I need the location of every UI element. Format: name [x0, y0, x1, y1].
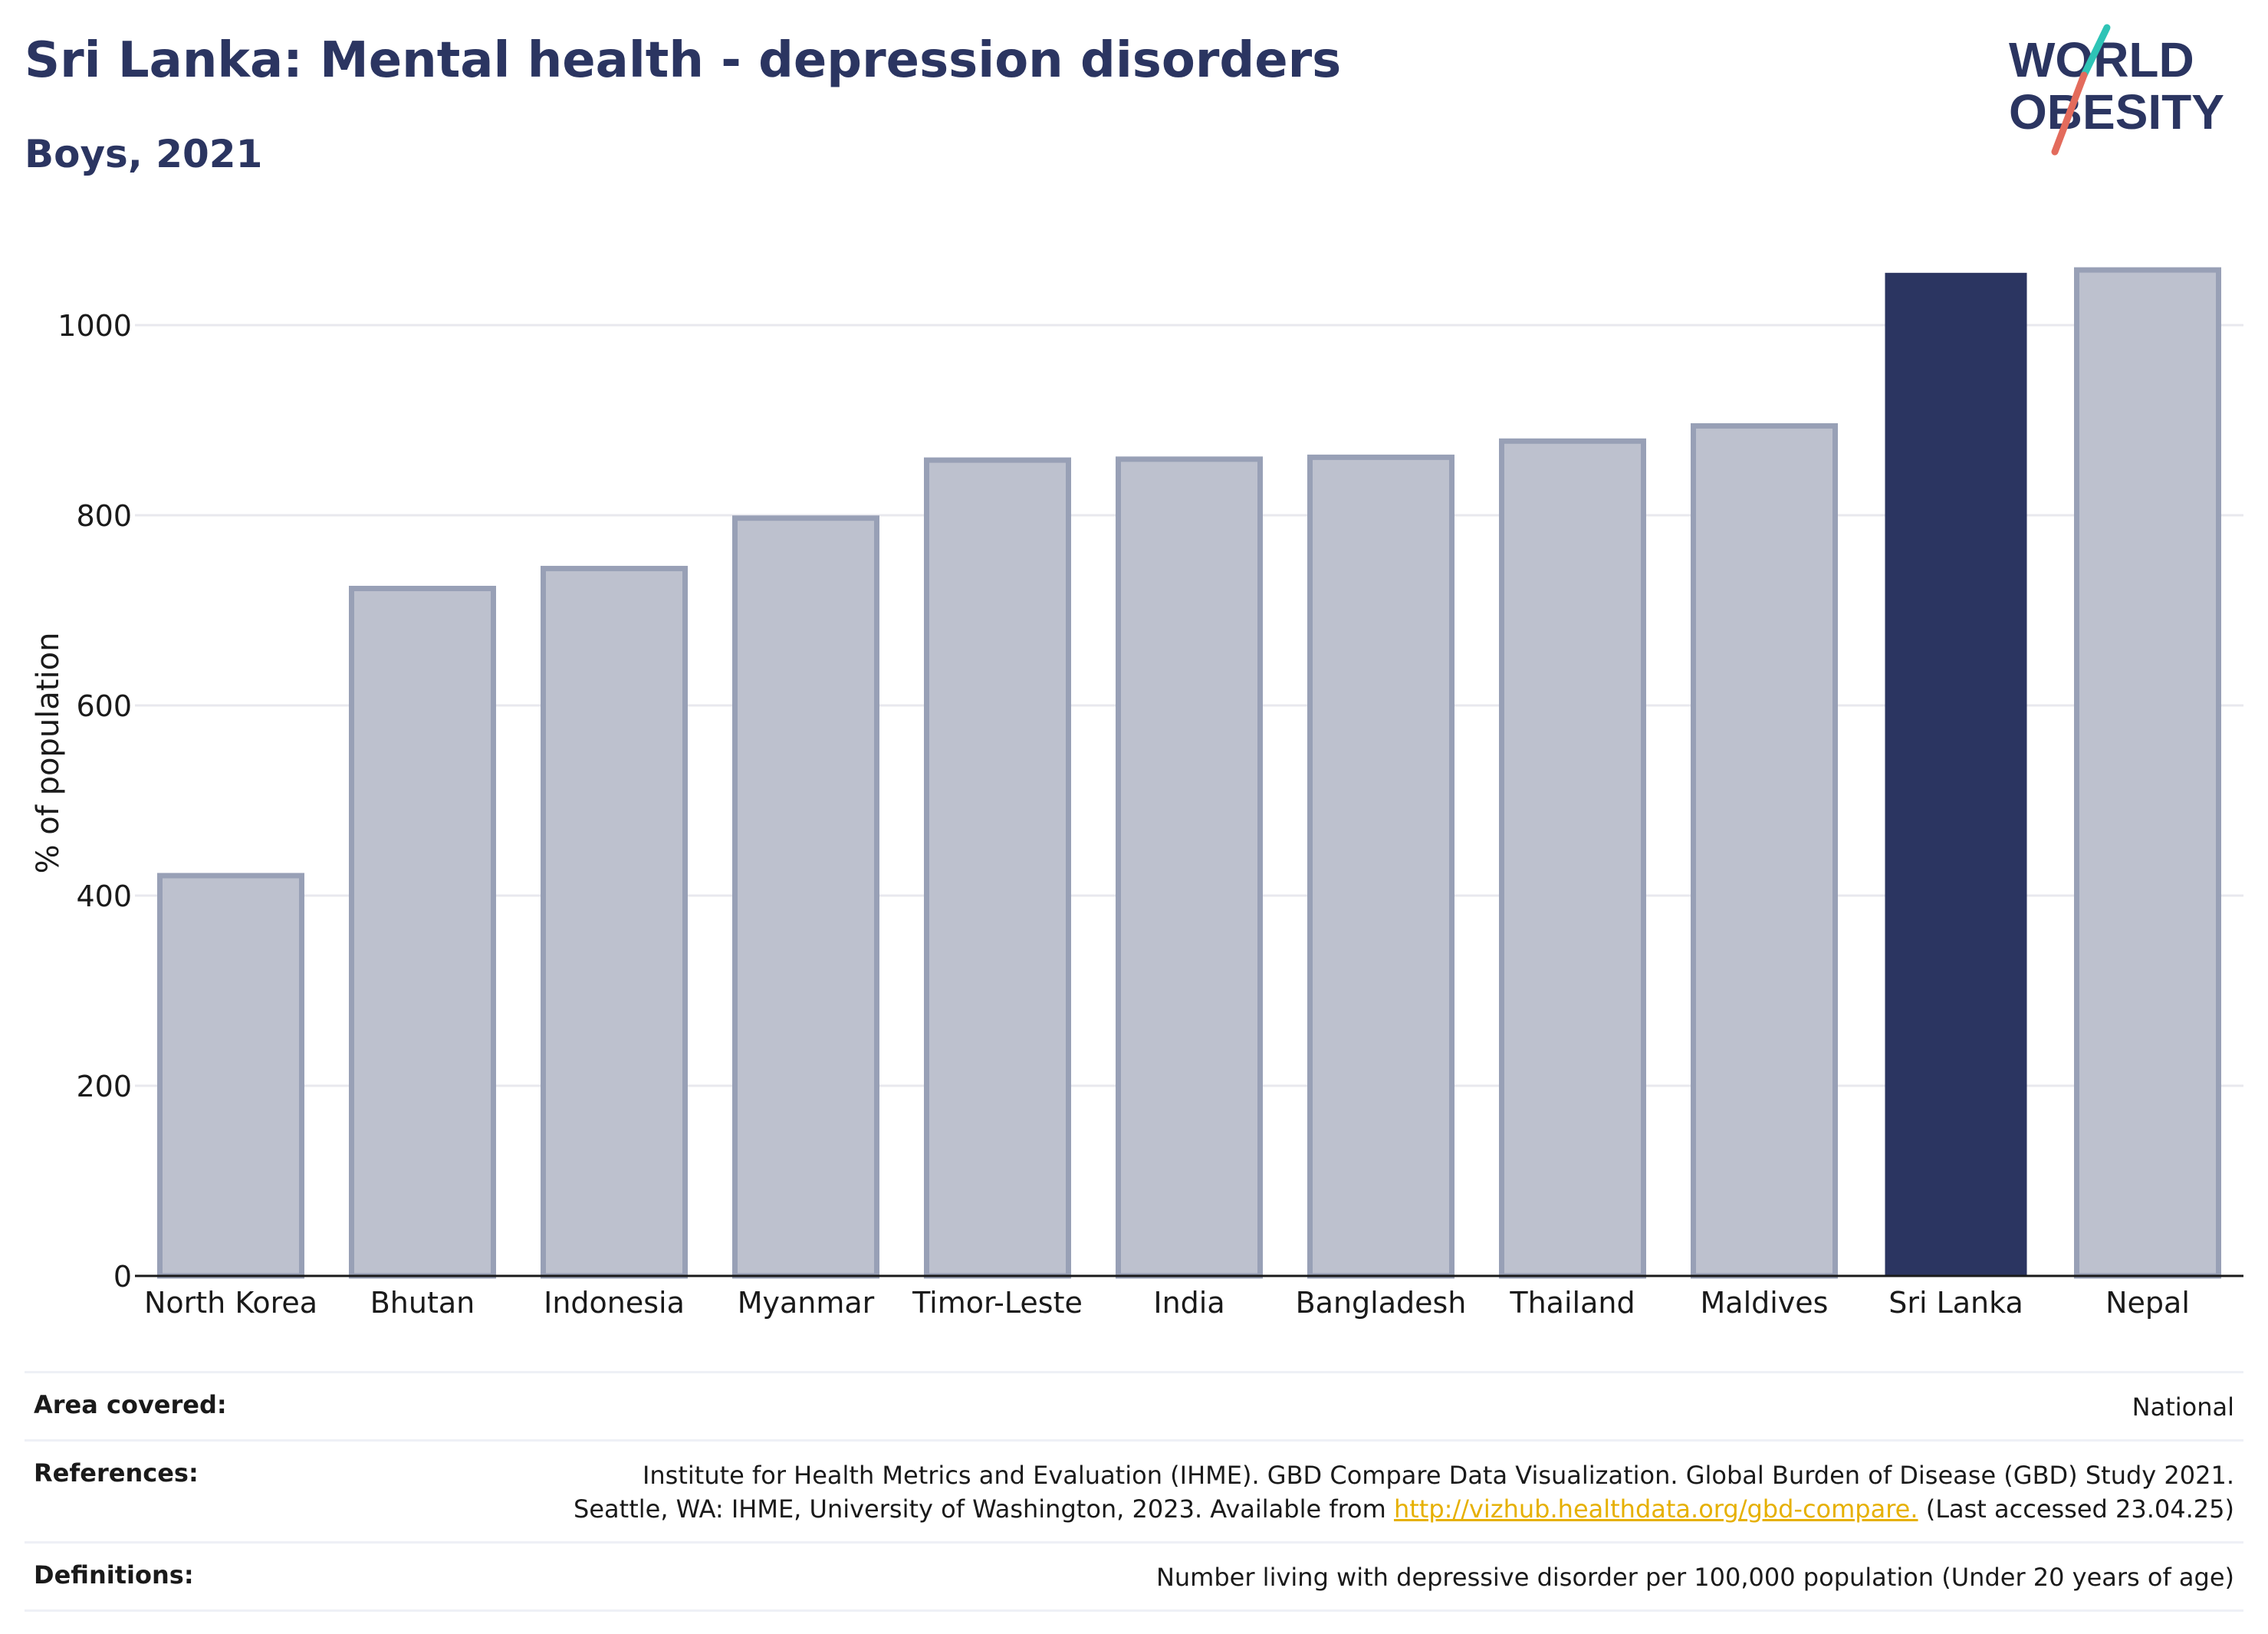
x-tick-label: Bangladesh: [1296, 1286, 1467, 1320]
chart-subtitle: Boys, 2021: [25, 132, 263, 176]
bars: [157, 267, 2221, 1279]
y-axis-title: % of population: [31, 633, 66, 874]
bar-bhutan: [349, 585, 496, 1279]
y-tick-label: 400: [76, 879, 132, 913]
x-tick-label: Maldives: [1701, 1286, 1829, 1320]
bar-north-korea: [157, 873, 304, 1279]
area-covered-value: National: [2132, 1392, 2234, 1422]
area-covered-row: Area covered: National: [25, 1371, 2243, 1439]
y-tick-label: 0: [113, 1260, 132, 1294]
bar-sri-lanka: [1885, 272, 2027, 1276]
bar-india: [1116, 456, 1263, 1279]
definitions-value: Number living with depressive disorder p…: [1155, 1563, 2234, 1592]
x-tick-label: Sri Lanka: [1888, 1286, 2023, 1320]
bar-maldives: [1691, 422, 1838, 1279]
x-tick-label: Bhutan: [370, 1286, 475, 1320]
references-row: References: Institute for Health Metrics…: [25, 1439, 2243, 1541]
bar-timor-leste: [924, 457, 1071, 1279]
references-line-2-pre: Seattle, WA: IHME, University of Washing…: [574, 1494, 1394, 1524]
references-label: References:: [34, 1458, 199, 1488]
references-value: Institute for Health Metrics and Evaluat…: [574, 1458, 2234, 1526]
bar-myanmar: [732, 515, 879, 1279]
x-tick-label: North Korea: [144, 1286, 317, 1320]
x-tick-label: Nepal: [2105, 1286, 2190, 1320]
logo-slash-teal: [2080, 24, 2111, 79]
references-link[interactable]: http://vizhub.healthdata.org/gbd-compare…: [1393, 1494, 1918, 1524]
x-tick-label: Thailand: [1509, 1286, 1635, 1320]
definitions-row: Definitions: Number living with depressi…: [25, 1541, 2243, 1612]
y-tick-label: 1000: [58, 309, 132, 343]
x-tick-label: Timor-Leste: [912, 1286, 1083, 1320]
x-tick-label: Myanmar: [738, 1286, 875, 1320]
y-tick-label: 600: [76, 689, 132, 723]
bar-chart: 0 200 400 600 800 1000 % of population North Ko…: [31, 267, 2243, 1320]
world-obesity-logo: WORLD OBESITY: [2009, 24, 2224, 156]
y-tick-label: 800: [76, 499, 132, 533]
references-line-1: Institute for Health Metrics and Evaluat…: [642, 1461, 2234, 1490]
bar-nepal: [2074, 267, 2221, 1279]
bar-indonesia: [541, 565, 688, 1279]
x-tick-label: Indonesia: [544, 1286, 685, 1320]
bar-thailand: [1499, 438, 1646, 1279]
logo-line-2: OBESITY: [2009, 84, 2224, 140]
bar-bangladesh: [1307, 454, 1454, 1279]
x-tick-label: India: [1153, 1286, 1224, 1320]
definitions-label: Definitions:: [34, 1560, 194, 1590]
axes: 0 200 400 600 800 1000 % of population North Ko…: [31, 309, 2243, 1320]
area-covered-label: Area covered:: [34, 1390, 227, 1419]
references-line-2-post: (Last accessed 23.04.25): [1918, 1494, 2234, 1524]
logo-slash-red: [2051, 71, 2088, 156]
chart-title: Sri Lanka: Mental health - depression di…: [25, 32, 1342, 89]
y-tick-label: 200: [76, 1070, 132, 1103]
metadata-table: Area covered: National References: Insti…: [25, 1371, 2243, 1612]
